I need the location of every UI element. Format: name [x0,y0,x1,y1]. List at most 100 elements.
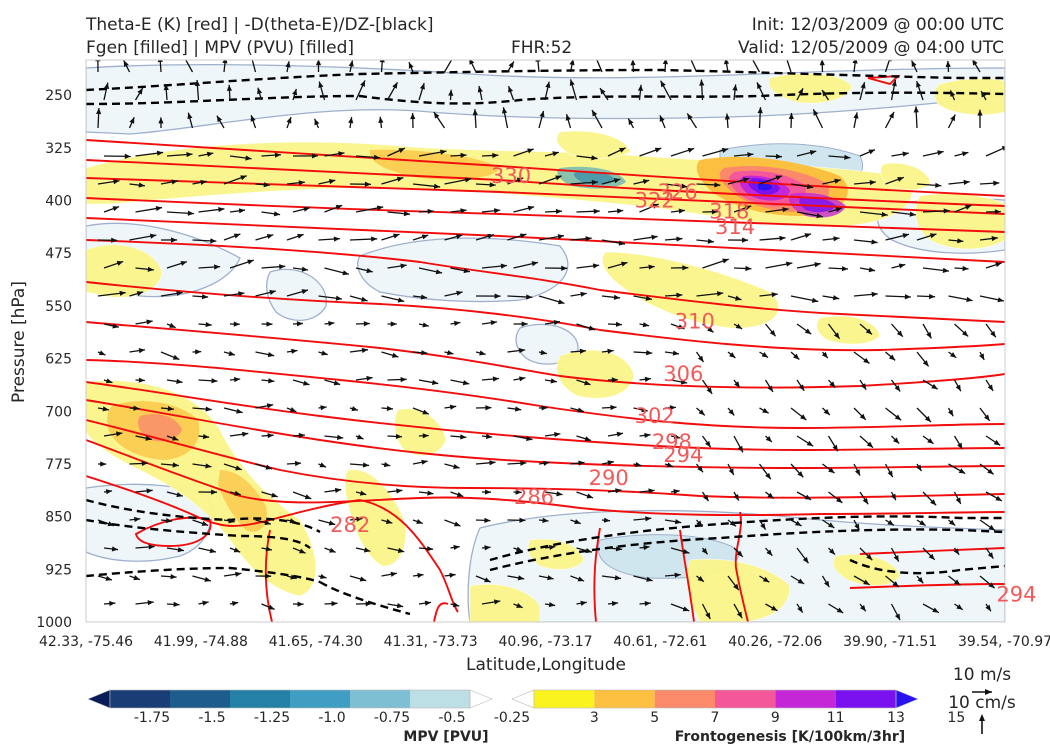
colorbar-swatch [290,690,350,708]
wind-vector-head [549,544,556,550]
wind-vector-head [271,492,278,498]
wind-vector-head [651,234,658,240]
wind-vector-head [257,87,263,95]
wind-vector-head [928,553,935,560]
wind-vector-head [176,378,183,384]
wind-vector-head [172,462,179,468]
plot-area [86,60,1005,622]
wind-vector-head [699,79,705,86]
wind-vector-head [371,236,378,242]
wind-vector-head [265,573,272,579]
wind-vector-head [829,381,836,388]
wind-vector-head [484,545,491,551]
wind-vector-head [238,208,246,214]
wind-vector-head [894,613,901,621]
wind-vector-head [607,348,614,354]
theta-e-contour-label: 302 [635,404,675,428]
wind-vector-head [687,147,695,153]
wind-vector-head [733,583,739,591]
wind-vector-head [200,179,207,185]
wind-vector-head [966,296,973,303]
wind-vector [185,60,194,73]
wind-vector-head [111,546,119,552]
wind-vector-head [477,86,483,93]
wind-vector-head [797,578,805,584]
wind-vector-head [449,572,456,578]
wind-vector-head [948,519,956,526]
wind-vector-head [267,352,275,358]
wind-vector-head [113,179,120,185]
wind-vector-head [111,237,118,243]
wind-vector-head [390,571,397,577]
wind-vector-head [935,182,942,188]
wind-vector-head [832,444,838,452]
wind-vector-head [893,437,900,444]
wind-vector-head [735,295,742,301]
wind-vector-head [119,290,126,296]
wind-vector-head [420,294,428,300]
wind-vector-head [447,350,454,356]
colorbar-swatch [170,690,230,708]
wind-vector-head [463,268,470,274]
wind-vector-head [274,152,281,158]
x-axis-label: Latitude,Longitude [466,655,626,675]
wind-vector-head [987,552,994,559]
wind-vector-head [569,60,575,66]
wind-vector-head [452,602,460,608]
wind-vector-head [361,296,368,302]
wind-vector-head [400,263,407,269]
wind-vector-head [765,436,772,443]
wind-vector-head [580,291,587,297]
wind-vector-head [654,147,662,153]
x-tick-label: 40.61, -72.61 [613,634,707,650]
wind-vector-head [167,406,174,412]
wind-vector-head [682,549,690,555]
wind-vector-head [211,489,218,495]
wind-vector-head [733,494,739,501]
wind-vector-head [613,178,621,184]
wind-vector-head [361,347,368,354]
wind-vector-head [351,406,358,412]
wind-vector [159,60,162,73]
y-axis-ticks: 250 325 400 475 550 625 700 775 850 925 1000 [36,88,72,631]
wind-vector-head [479,350,486,356]
wind-vector-head [677,324,685,330]
wind-vector-head [662,60,669,65]
wind-vector-head [393,233,400,239]
wind-vector-head [600,88,606,95]
wind-vector-head [697,575,704,582]
wind-vector-head [659,115,665,122]
wind-vector-head [359,576,367,582]
x-tick-label: 41.65, -74.30 [269,634,363,650]
colorbar-swatch [534,690,595,708]
colorbar-tick: -0.25 [494,710,530,726]
colorbar-swatch [410,690,470,708]
wind-vector-head [676,236,683,242]
wind-vector-head [703,494,709,502]
wind-vector-head [584,380,591,386]
wind-vector-head [204,576,211,582]
wind-vector-head [561,265,568,271]
wind-vector-head [767,385,773,392]
wind-vector [380,60,384,73]
wind-vector [786,60,792,73]
wind-vector-head [809,150,817,156]
wind-vector-head [697,465,704,473]
wind-vector-head [392,82,398,89]
wind-vector-head [591,155,598,161]
wind-vector-head [519,517,526,523]
wind-vector-head [630,60,636,66]
wind-vector-head [729,352,736,358]
wind-vector-head [489,182,496,188]
wind-vector-head [318,81,324,89]
wind-vector-head [333,236,340,242]
wind-vector-head [988,524,995,531]
wind-vector-head [813,109,819,116]
wind-vector-head [195,349,202,355]
wind-vector-head [328,179,336,185]
wind-vector [251,60,257,73]
wind-vector-head [398,148,405,153]
colorbar-outline [109,689,471,709]
wind-vector-head [314,118,320,126]
wind-vector-head [904,294,911,300]
